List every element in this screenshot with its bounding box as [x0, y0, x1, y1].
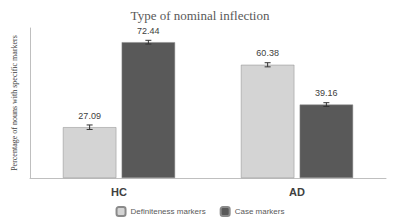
svg-text:72.44: 72.44 — [137, 26, 160, 36]
svg-text:39.16: 39.16 — [315, 88, 338, 98]
svg-text:Percentage of nouns with speci: Percentage of nouns with specific marker… — [10, 35, 19, 171]
svg-text:AD: AD — [289, 186, 305, 198]
svg-text:Case markers: Case markers — [235, 207, 285, 216]
svg-text:HC: HC — [111, 186, 127, 198]
svg-text:Definiteness markers: Definiteness markers — [131, 207, 206, 216]
svg-text:60.38: 60.38 — [256, 48, 279, 58]
svg-text:27.09: 27.09 — [78, 111, 101, 121]
svg-text:Type of nominal inflection: Type of nominal inflection — [131, 8, 270, 23]
